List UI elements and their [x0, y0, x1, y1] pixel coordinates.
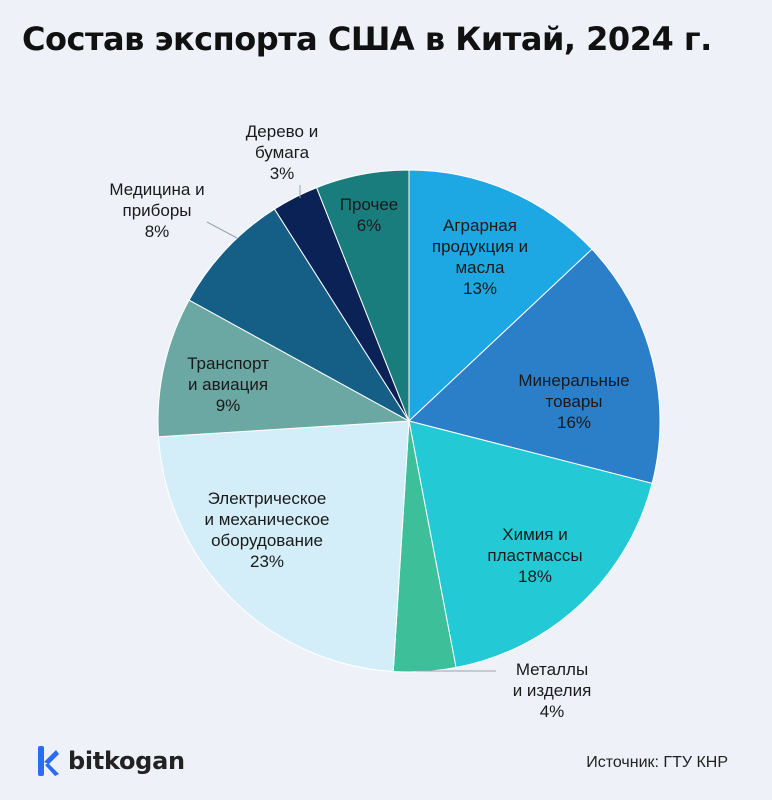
slice-label: Металлы и изделия 4% [513, 660, 592, 721]
brand-logo: bitkogan [36, 746, 185, 776]
page-title: Состав экспорта США в Китай, 2024 г. [22, 20, 712, 58]
slice-label: Дерево и бумага 3% [246, 122, 318, 183]
pie-slice [157, 420, 410, 673]
slice-label-line: бумага [255, 143, 310, 162]
slice-label-line: Транспорт [187, 354, 269, 373]
slice-percent: 16% [557, 413, 591, 432]
slice-label-line: товары [545, 392, 602, 411]
slice-label-line: оборудование [211, 531, 323, 550]
slice-label: Аграрная продукция и масла 13% [432, 216, 528, 298]
slice-label-line: продукция и [432, 237, 528, 256]
slice-label: Электрическое и механическое оборудование 2… [205, 489, 330, 571]
slice-label: Медицина и приборы 8% [109, 180, 204, 241]
pie-slice [188, 208, 410, 422]
slice-label-line: Химия и [502, 525, 567, 544]
slice-percent: 13% [463, 279, 497, 298]
slice-label-line: Аграрная [443, 216, 517, 235]
slice-label-line: и механическое [205, 510, 330, 529]
slice-label-line: приборы [122, 201, 191, 220]
slice-label: Транспорт и авиация 9% [187, 354, 269, 415]
pie-slice [315, 169, 410, 422]
slice-label: Минеральные товары 16% [518, 371, 629, 432]
slice-label-line: Прочее [340, 195, 399, 214]
slice-percent: 8% [145, 222, 170, 241]
slice-percent: 18% [518, 567, 552, 586]
slice-label-line: и авиация [188, 375, 268, 394]
slice-percent: 9% [216, 396, 241, 415]
slice-percent: 3% [270, 164, 295, 183]
pie-slice [157, 299, 411, 438]
slice-label-line: и изделия [513, 681, 592, 700]
pie-slice [408, 169, 593, 423]
slice-percent: 6% [357, 216, 382, 235]
slice-label-line: Медицина и [109, 180, 204, 199]
source-note: Источник: ГТУ КНР [586, 754, 728, 771]
pie-slice [408, 420, 653, 669]
brand-name: bitkogan [68, 747, 185, 775]
bitkogan-logo-icon [38, 746, 59, 776]
slice-percent: 23% [250, 552, 284, 571]
slice-label: Прочее 6% [340, 195, 399, 235]
slice-label: Химия и пластмассы 18% [487, 525, 582, 586]
slice-label-line: Дерево и [246, 122, 318, 141]
slice-label-line: Минеральные [518, 371, 629, 390]
pie-slice [407, 248, 661, 485]
leader-line [206, 221, 238, 239]
slice-label-line: пластмассы [487, 546, 582, 565]
slice-label-line: Электрическое [208, 489, 327, 508]
slice-label-line: масла [455, 258, 505, 277]
slice-percent: 4% [540, 702, 565, 721]
slice-label-line: Металлы [516, 660, 588, 679]
